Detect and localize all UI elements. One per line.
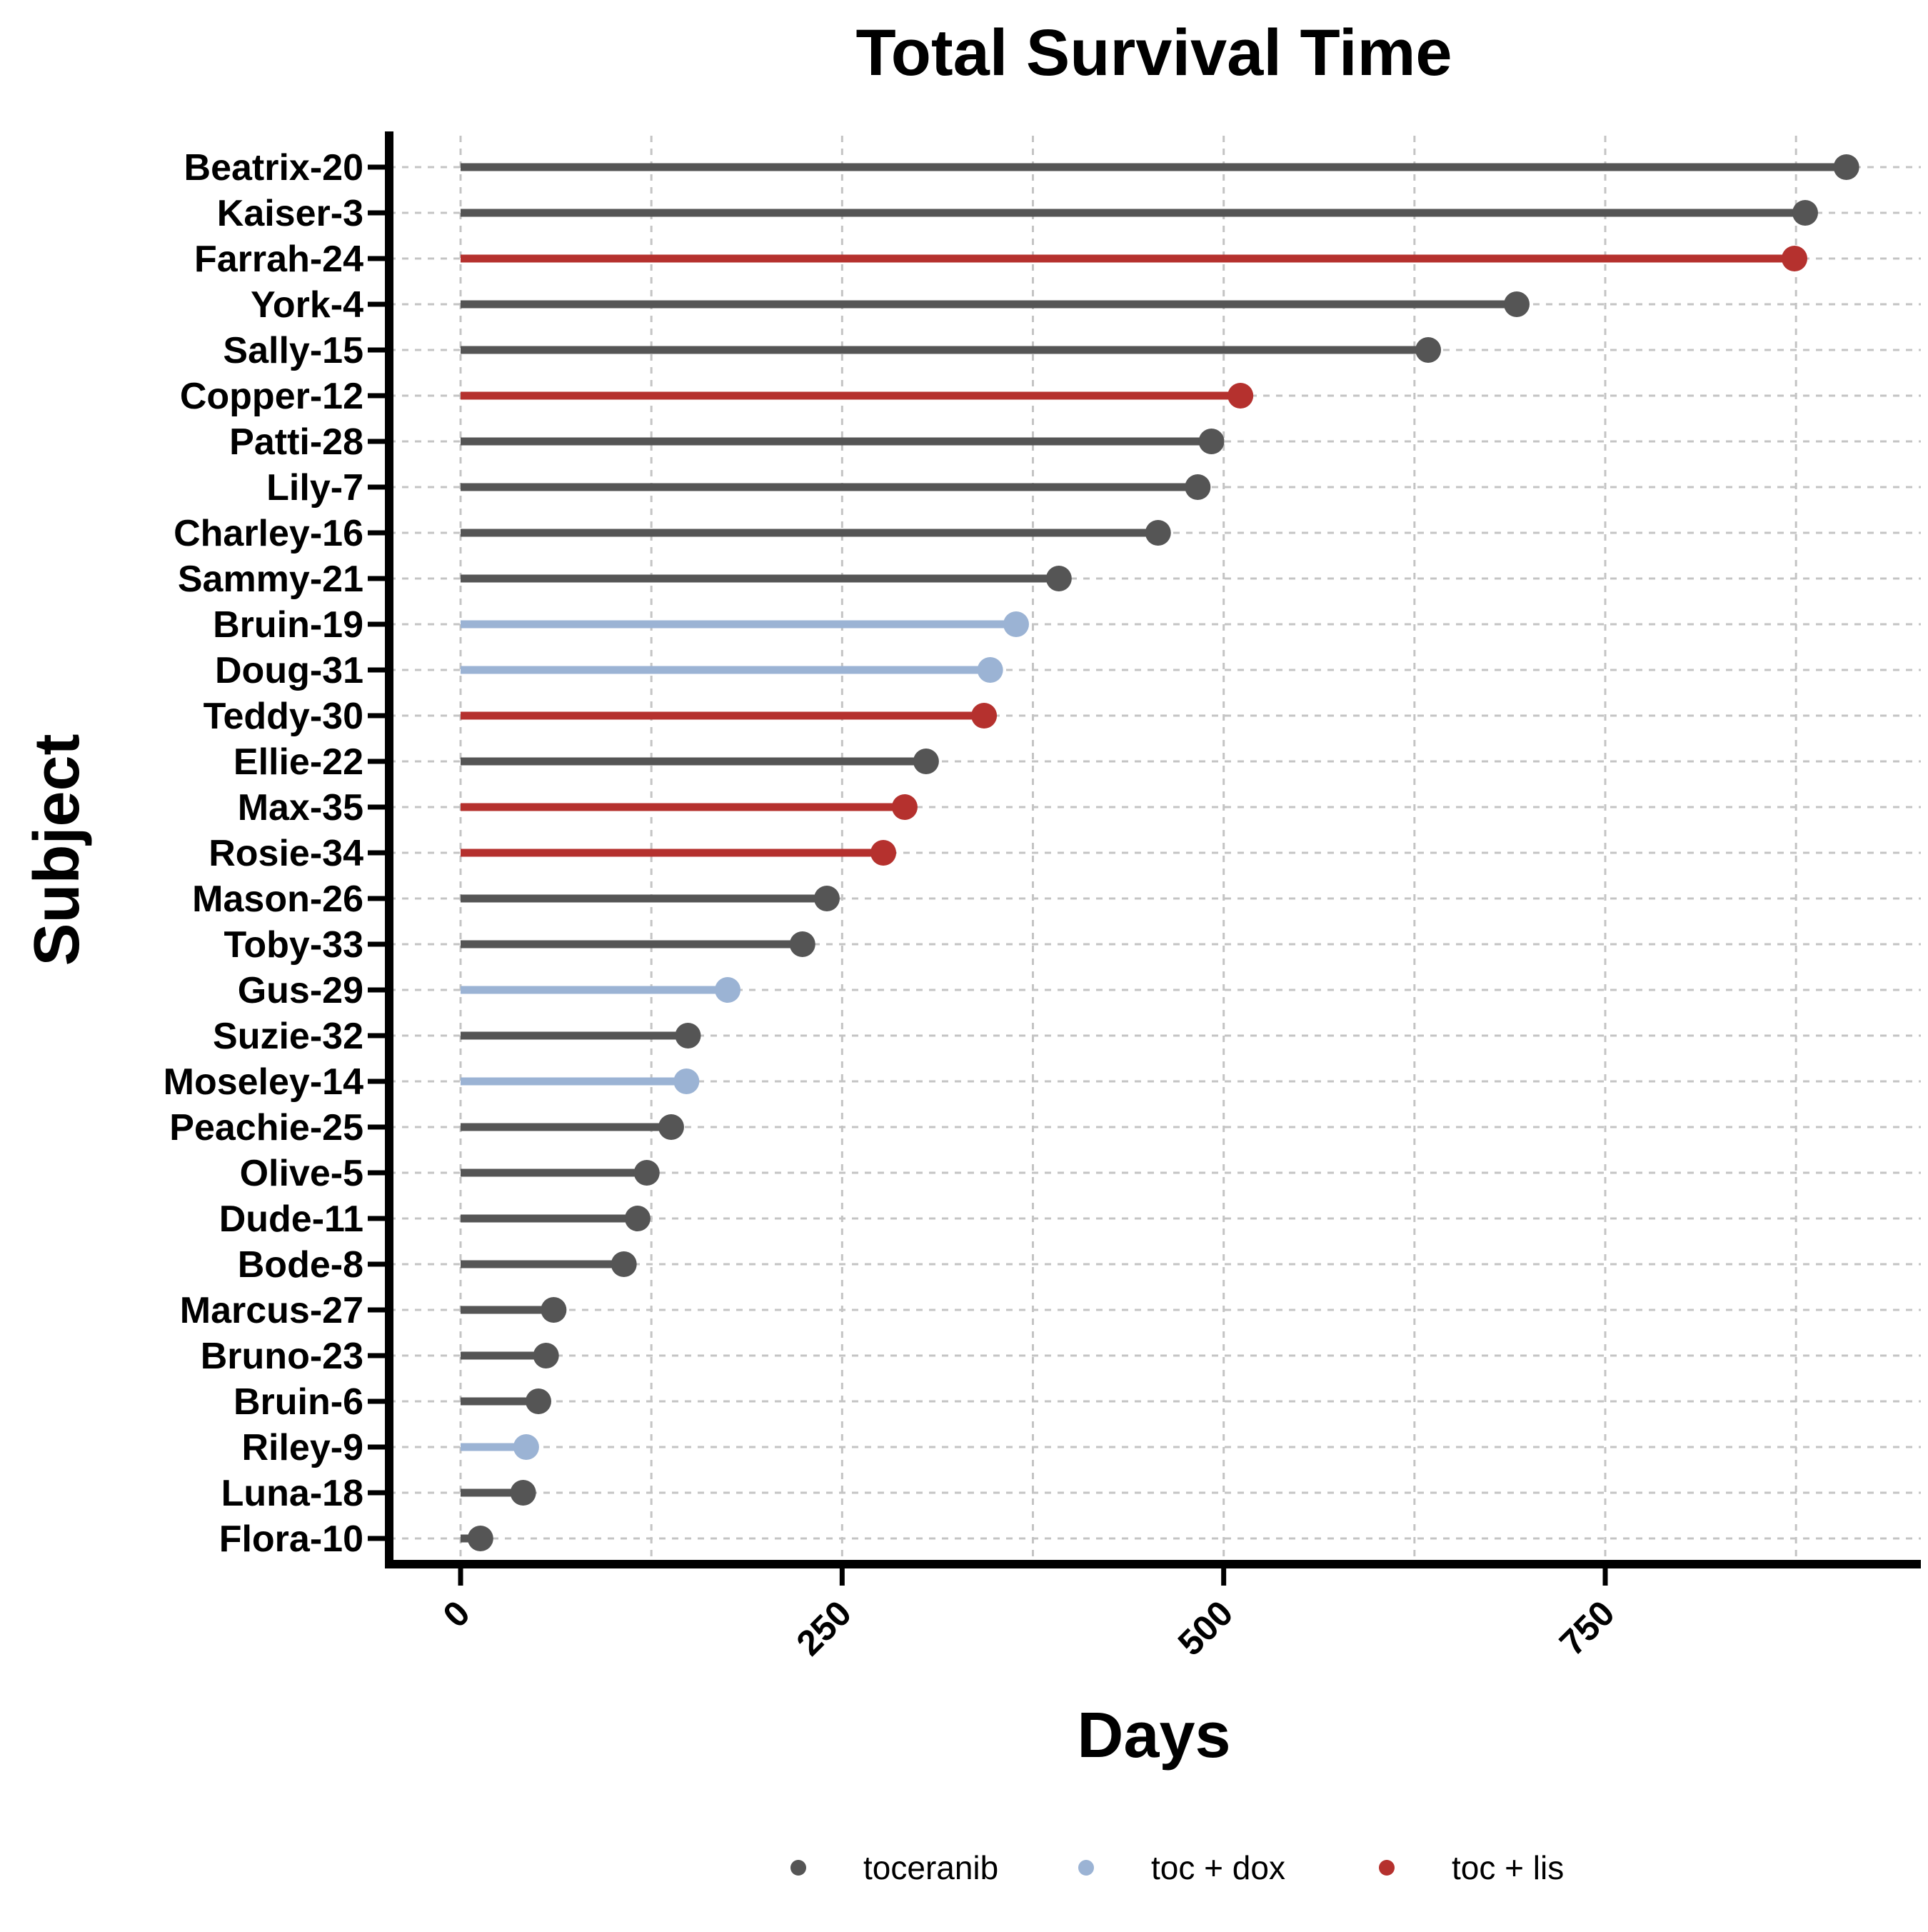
lollipop-dot	[633, 1160, 660, 1186]
grid-layer	[389, 136, 1921, 1564]
y-tick-label: Lily-7	[266, 467, 363, 509]
y-tick-label: York-4	[251, 284, 363, 326]
y-axis-title: Subject	[21, 734, 93, 966]
y-tick-label: Sally-15	[223, 330, 363, 371]
x-axis-title: Days	[1077, 1700, 1230, 1771]
lollipop-dot	[870, 840, 897, 866]
lollipop-dot	[1833, 154, 1859, 180]
x-tick-labels: 0 250 500 750	[436, 1593, 1622, 1663]
lollipop-dot	[1145, 520, 1171, 546]
x-tick-label: 500	[1170, 1593, 1241, 1663]
y-tick-label: Ellie-22	[234, 741, 363, 783]
y-tick-label: Moseley-14	[164, 1061, 363, 1103]
y-tick-label: Patti-28	[229, 421, 363, 463]
lollipop-dot	[813, 886, 840, 911]
x-tick-label: 250	[789, 1593, 860, 1663]
chart-title: Total Survival Time	[855, 16, 1452, 89]
lollipop-dot	[658, 1114, 684, 1140]
lollipop-dot	[675, 1023, 701, 1048]
stems-layer	[461, 163, 1847, 1543]
legend-key	[1078, 1860, 1094, 1876]
lollipop-dot	[1504, 291, 1530, 317]
lollipop-dot	[510, 1480, 536, 1506]
y-tick-label: Charley-16	[174, 513, 363, 554]
lollipop-dot	[541, 1297, 567, 1323]
y-tick-label: Max-35	[238, 787, 363, 829]
y-tick-label: Riley-9	[241, 1427, 363, 1468]
y-tick-label: Bruin-19	[213, 604, 363, 646]
y-tick-label: Bode-8	[238, 1244, 363, 1286]
y-tick-label: Rosie-34	[209, 833, 363, 874]
lollipop-dot	[526, 1388, 552, 1414]
y-tick-label: Gus-29	[238, 970, 363, 1011]
lollipop-dot	[1003, 611, 1029, 637]
lollipop-dot	[1227, 383, 1254, 409]
x-tick-label: 750	[1552, 1593, 1622, 1663]
lollipop-dot	[467, 1526, 493, 1551]
legend-label: toc + lis	[1452, 1849, 1564, 1886]
y-tick-label: Dude-11	[219, 1198, 363, 1240]
lollipop-dot	[1415, 337, 1442, 363]
axes-layer	[368, 131, 1921, 1586]
legend-key	[790, 1860, 806, 1876]
lollipop-dot	[611, 1251, 637, 1277]
lollipop-dot	[715, 977, 741, 1003]
y-tick-label: Copper-12	[180, 376, 363, 417]
lollipop-dot	[891, 794, 918, 820]
lollipop-dot	[1198, 429, 1225, 454]
y-tick-label: Toby-33	[224, 924, 363, 966]
y-tick-label: Beatrix-20	[184, 147, 363, 189]
lollipop-dot	[913, 749, 939, 774]
lollipop-dot	[1045, 566, 1072, 591]
lollipop-dot	[624, 1206, 651, 1231]
dots-layer	[467, 154, 1859, 1551]
y-tick-label: Sammy-21	[178, 559, 363, 600]
y-tick-label: Teddy-30	[204, 696, 363, 737]
legend-label: toc + dox	[1151, 1849, 1285, 1886]
lollipop-dot	[977, 657, 1003, 683]
legend-label: toceranib	[863, 1849, 998, 1886]
y-tick-label: Peachie-25	[169, 1107, 363, 1148]
y-tick-label: Marcus-27	[180, 1290, 363, 1331]
lollipop-dot	[673, 1068, 700, 1094]
lollipop-dot	[533, 1343, 559, 1368]
y-tick-label: Suzie-32	[213, 1016, 363, 1057]
y-tick-label: Bruin-6	[234, 1381, 363, 1423]
y-tick-label: Bruno-23	[201, 1336, 363, 1377]
y-tick-label: Flora-10	[219, 1518, 363, 1560]
legend: toceranib toc + dox toc + lis	[790, 1849, 1564, 1886]
y-tick-label: Farrah-24	[194, 239, 363, 280]
y-tick-label: Kaiser-3	[217, 193, 363, 234]
lollipop-dot	[513, 1434, 539, 1460]
y-tick-label: Olive-5	[240, 1153, 363, 1194]
y-tick-label: Doug-31	[215, 650, 363, 691]
lollipop-dot	[1185, 474, 1211, 500]
y-tick-label: Mason-26	[192, 879, 363, 920]
lollipop-dot	[971, 703, 998, 729]
lollipop-dot	[1792, 200, 1818, 226]
x-tick-label: 0	[436, 1593, 478, 1635]
lollipop-dot	[1782, 246, 1808, 271]
lollipop-dot	[789, 931, 815, 957]
legend-key	[1379, 1860, 1395, 1876]
y-tick-label: Luna-18	[221, 1473, 363, 1514]
